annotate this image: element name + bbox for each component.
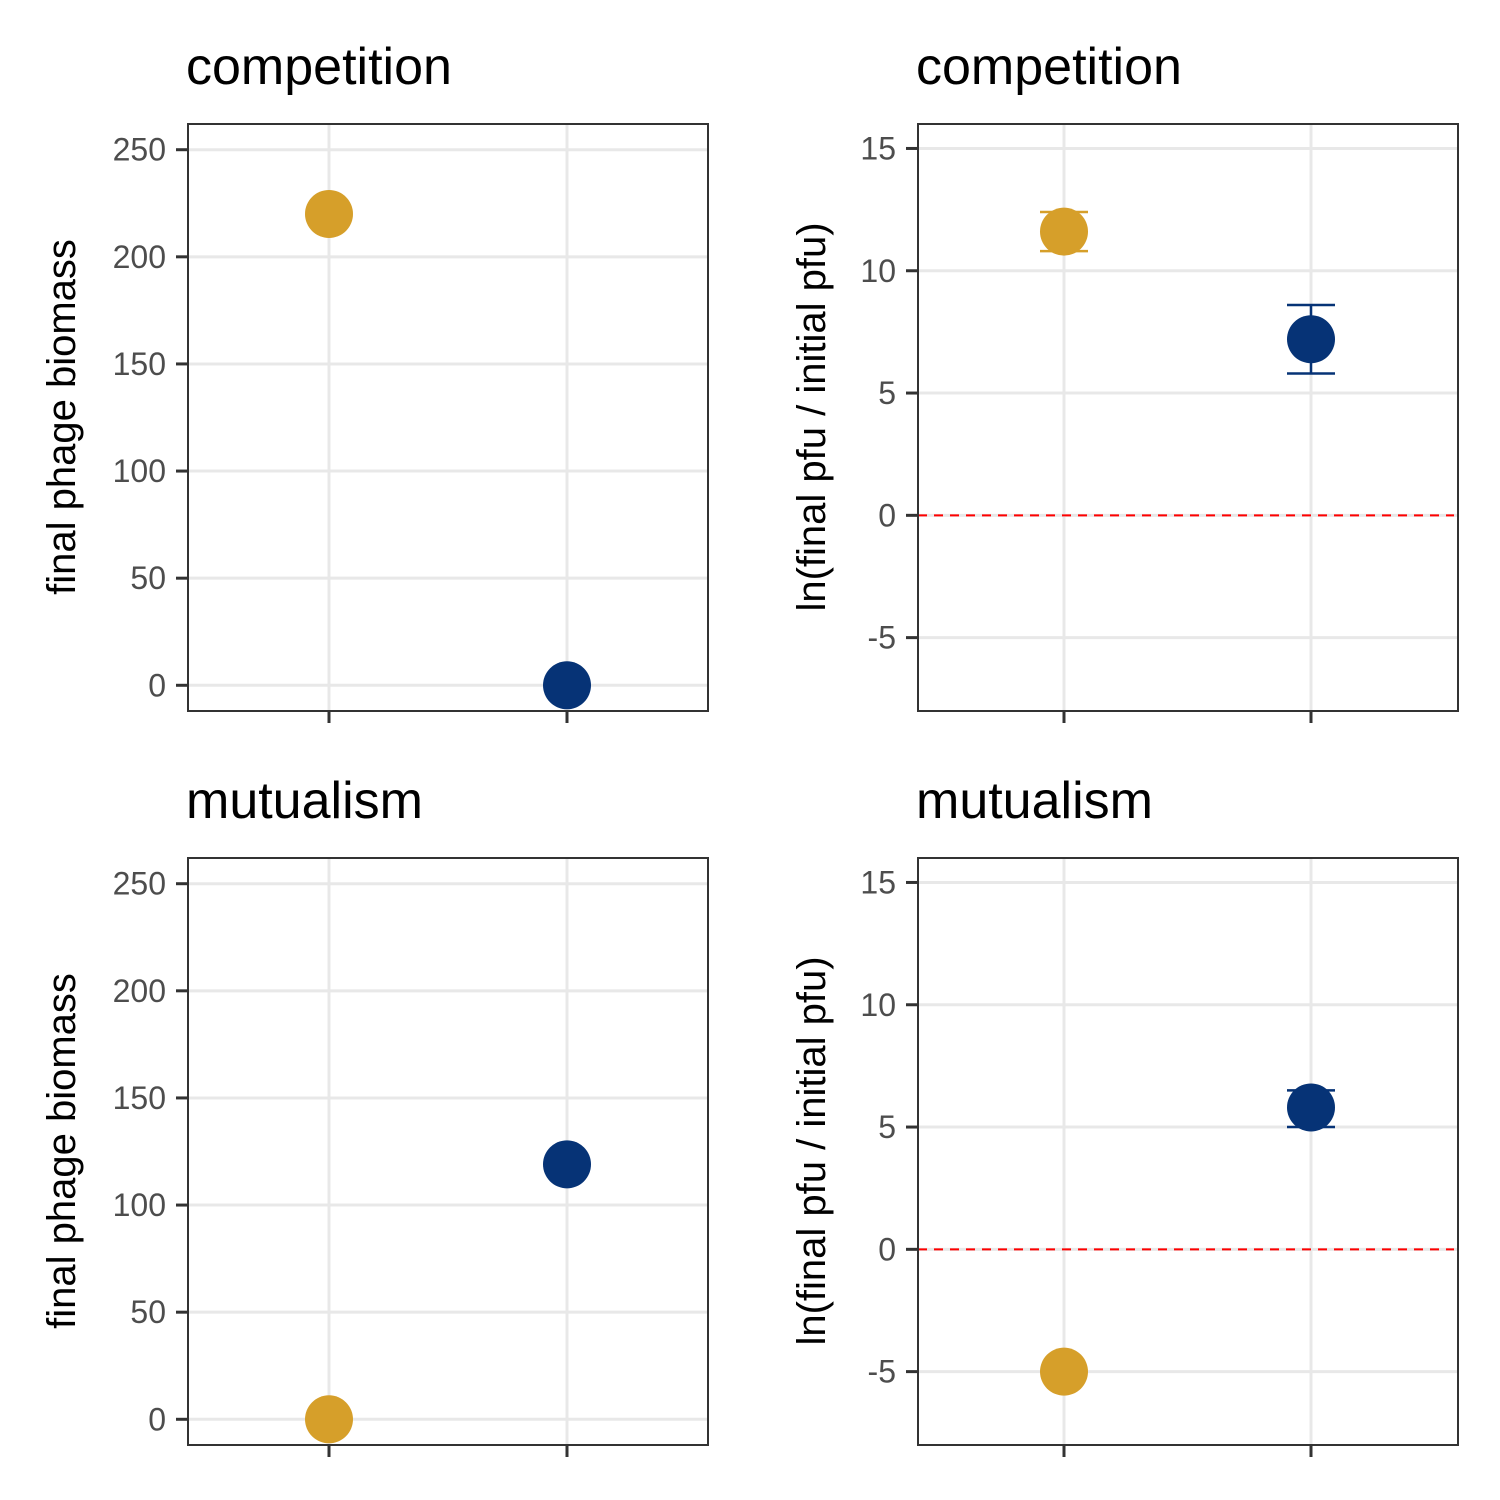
panel-competition-biomass: competition final phage biomass 0 50 100 15… [40,38,709,723]
y-tick-label: 0 [148,667,166,703]
y-tick-label: 0 [878,1231,896,1267]
panel-title: mutualism [916,772,1153,830]
y-tick-label: 10 [860,987,896,1023]
y-tick-label: 200 [113,239,166,275]
y-tick-label: 0 [878,497,896,533]
y-tick-label: 0 [148,1401,166,1437]
data-point [1287,1083,1335,1132]
y-tick-label: 10 [860,253,896,289]
plot-background [918,124,1458,711]
y-axis-label: final phage biomass [40,239,84,595]
data-point [305,1395,353,1444]
panel-competition-log-ratio: competition ln(final pfu / initial pfu) … [790,38,1459,723]
y-tick-label: 50 [130,560,166,596]
panel-title: competition [916,38,1182,96]
plot-background [918,858,1458,1445]
plot-background [188,858,708,1445]
y-tick-label: 150 [113,346,166,382]
y-axis-label: ln(final pfu / initial pfu) [790,222,834,611]
y-tick-label: 200 [113,973,166,1009]
data-point [305,189,353,238]
y-tick-label: 15 [860,864,896,900]
plot-frame [187,123,709,712]
data-point [1287,315,1335,364]
plot-frame [917,123,1459,712]
y-tick-label: 50 [130,1294,166,1330]
y-tick-label: -5 [868,1354,896,1390]
panel-title: mutualism [186,772,423,830]
plot-frame [187,857,709,1446]
data-point [1040,1347,1088,1396]
y-tick-label: 100 [113,1187,166,1223]
panel-title: competition [186,38,452,96]
y-tick-label: 250 [113,132,166,168]
data-point [543,661,591,710]
y-axis-label: ln(final pfu / initial pfu) [790,956,834,1345]
y-axis-label: final phage biomass [40,973,84,1329]
panel-mutualism-biomass: mutualism final phage biomass 0 50 100 150 2… [40,772,709,1457]
panel-mutualism-log-ratio: mutualism ln(final pfu / initial pfu) -5… [790,772,1459,1457]
data-point [543,1140,591,1189]
y-tick-label: 15 [860,130,896,166]
data-point [1040,207,1088,256]
y-tick-label: -5 [868,620,896,656]
y-tick-label: 5 [878,1109,896,1145]
plot-background [188,124,708,711]
y-tick-label: 250 [113,866,166,902]
y-tick-label: 5 [878,375,896,411]
plot-frame [917,857,1459,1446]
y-tick-label: 150 [113,1080,166,1116]
y-tick-label: 100 [113,453,166,489]
